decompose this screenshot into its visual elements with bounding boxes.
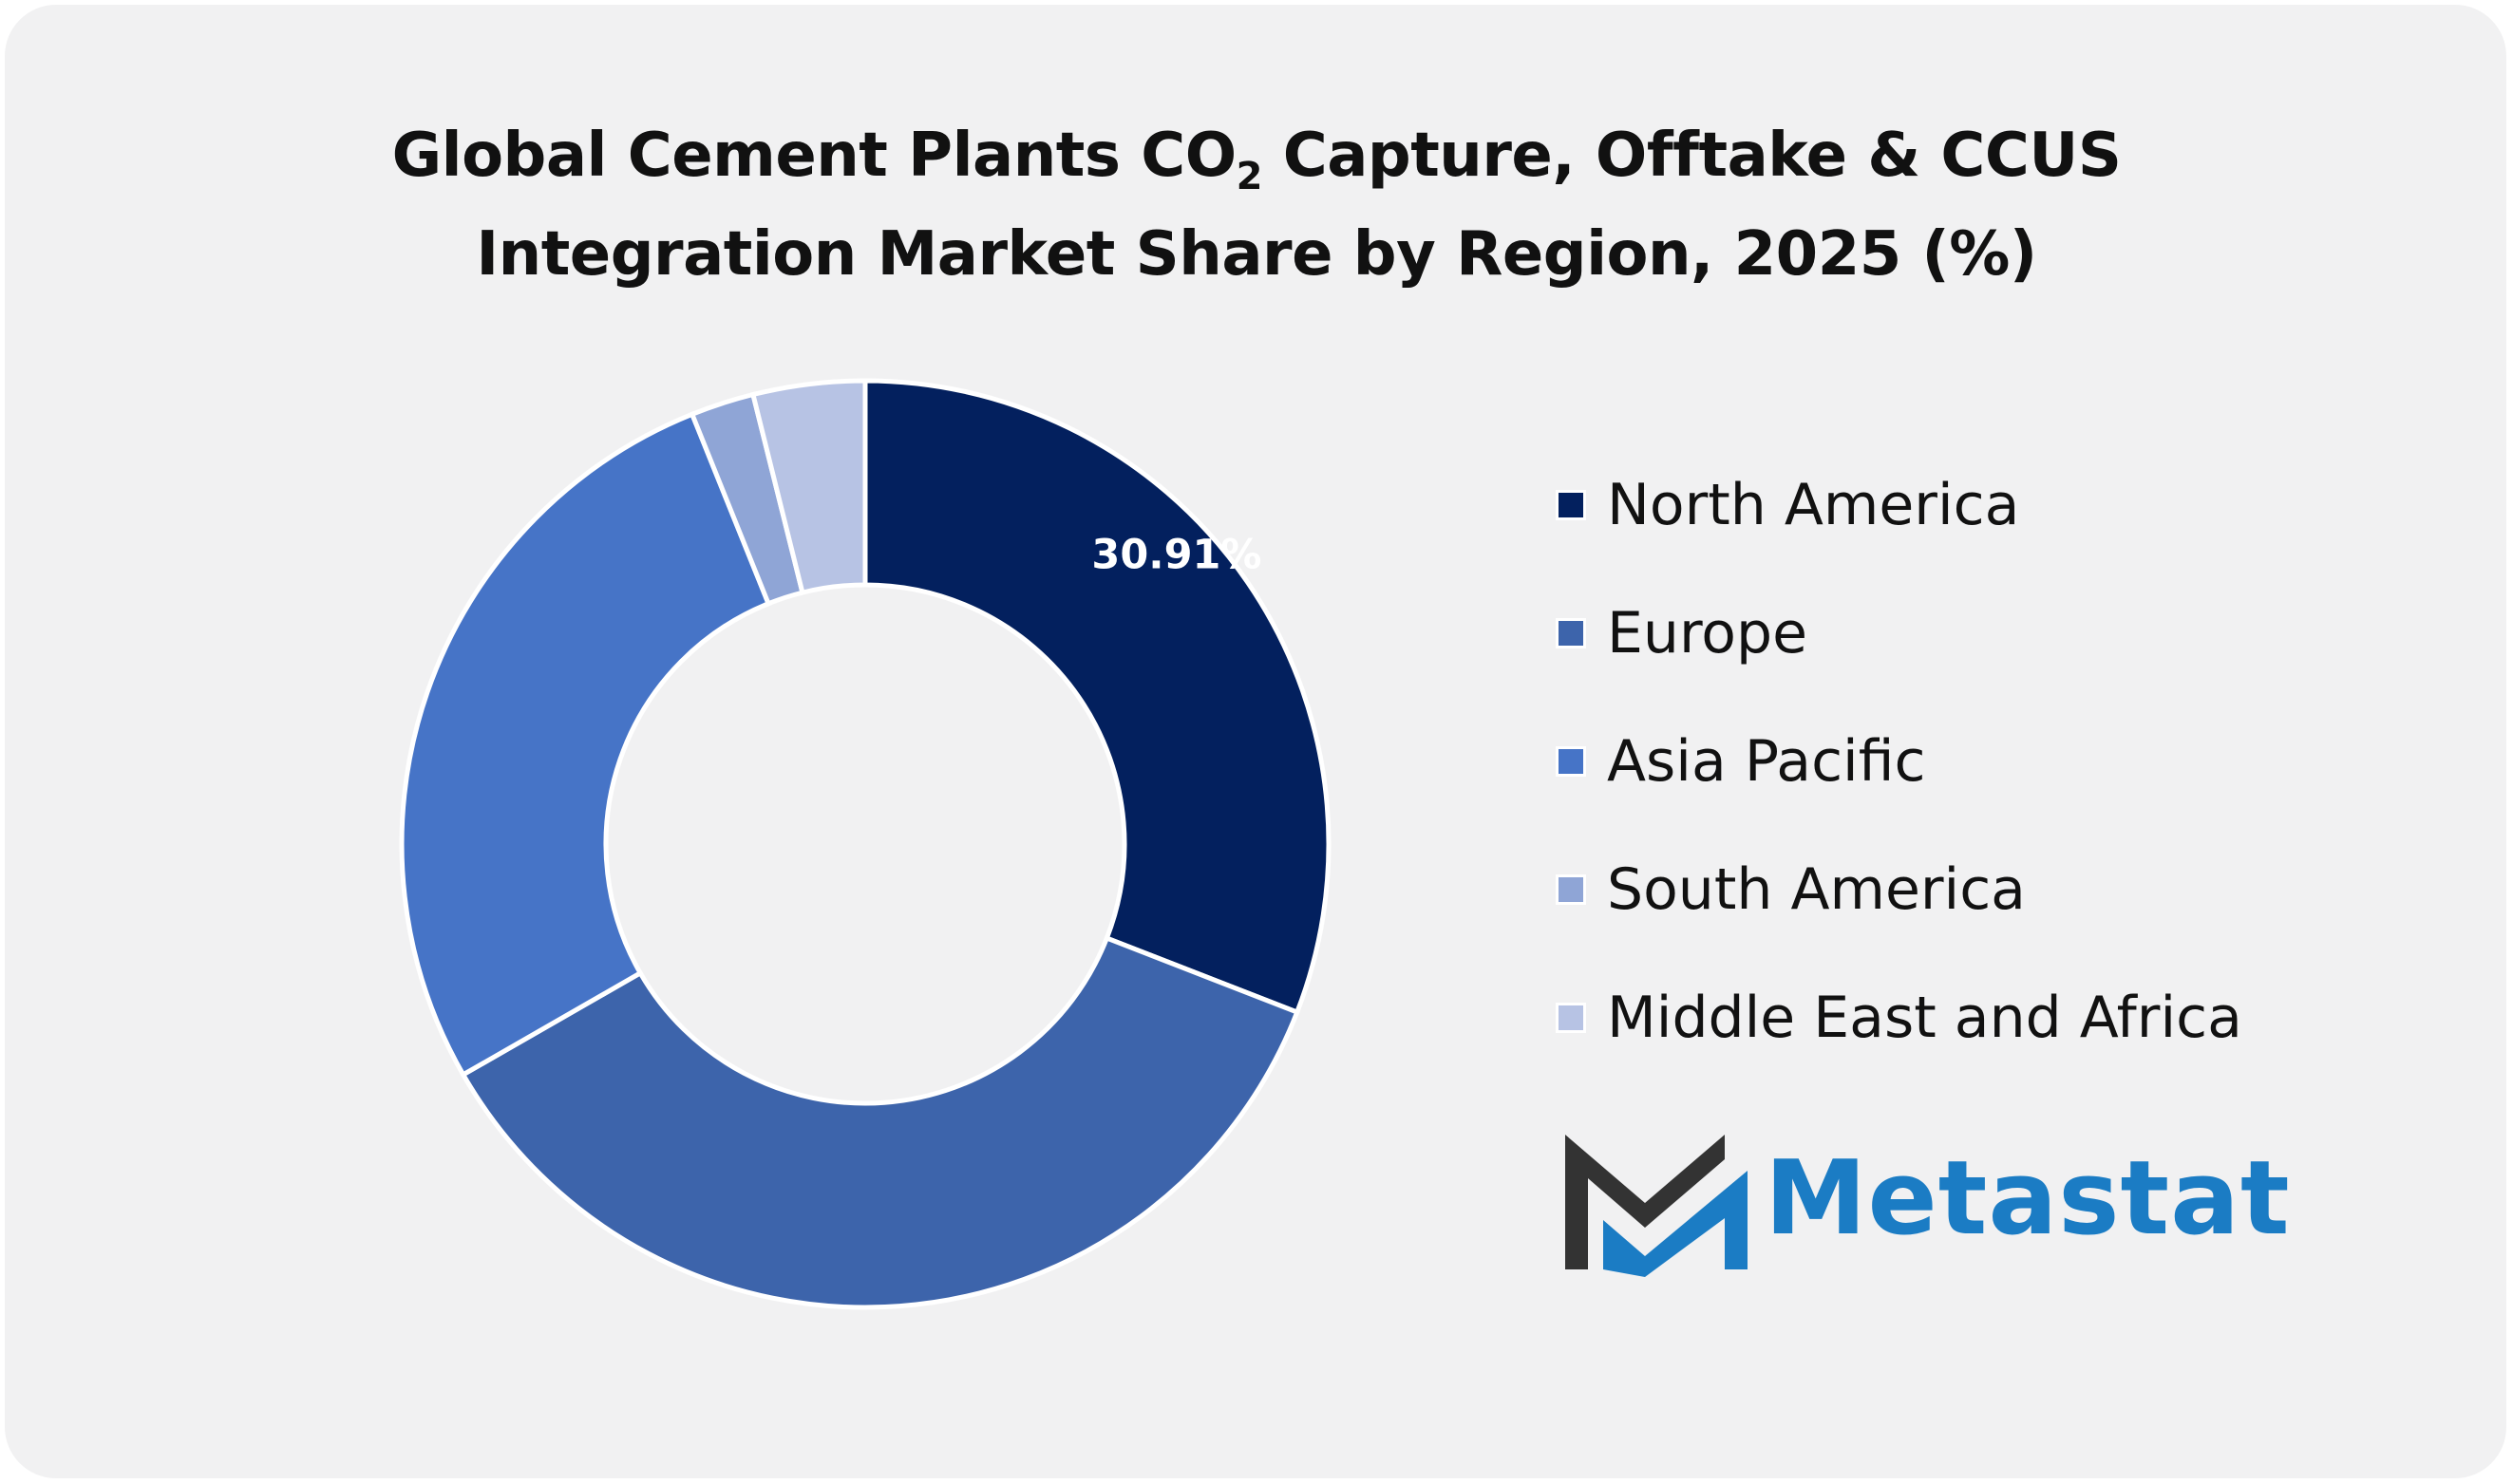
legend-label: Asia Pacific bbox=[1607, 727, 1926, 795]
chart-title-line-2: Integration Market Share by Region, 2025… bbox=[476, 219, 2037, 290]
legend-swatch bbox=[1556, 1002, 1586, 1033]
chart-title: Global Cement Plants CO2 Capture, Offtak… bbox=[0, 106, 2513, 304]
legend-label: Middle East and Africa bbox=[1607, 984, 2242, 1051]
legend-item-north-america: North America bbox=[1556, 441, 2242, 569]
legend-label: Europe bbox=[1607, 599, 1807, 667]
legend-swatch bbox=[1556, 489, 1586, 520]
donut-slice-middle-east-and-africa bbox=[749, 378, 868, 596]
legend-label: South America bbox=[1607, 855, 2026, 923]
metastat-m-logo-icon bbox=[1565, 1135, 1748, 1277]
donut-slice-europe bbox=[460, 934, 1300, 1310]
brand-name: Metastat bbox=[1765, 1139, 2291, 1258]
legend-item-middle-east-and-africa: Middle East and Africa bbox=[1556, 953, 2242, 1081]
legend-item-europe: Europe bbox=[1556, 569, 2242, 697]
legend-item-asia-pacific: Asia Pacific bbox=[1556, 697, 2242, 825]
donut-slice-asia-pacific bbox=[399, 411, 772, 1079]
donut-slice-north-america bbox=[862, 378, 1332, 1016]
chart-legend: North America Europe Asia Pacific South Ame… bbox=[1556, 441, 2242, 1081]
legend-label: North America bbox=[1607, 471, 2020, 538]
data-label-north-america: 30.91% bbox=[1091, 532, 1261, 579]
legend-swatch bbox=[1556, 617, 1586, 648]
legend-swatch bbox=[1556, 745, 1586, 777]
legend-swatch bbox=[1556, 873, 1586, 905]
legend-item-south-america: South America bbox=[1556, 825, 2242, 953]
chart-title-line-1: Global Cement Plants CO2 Capture, Offtak… bbox=[391, 121, 2122, 198]
